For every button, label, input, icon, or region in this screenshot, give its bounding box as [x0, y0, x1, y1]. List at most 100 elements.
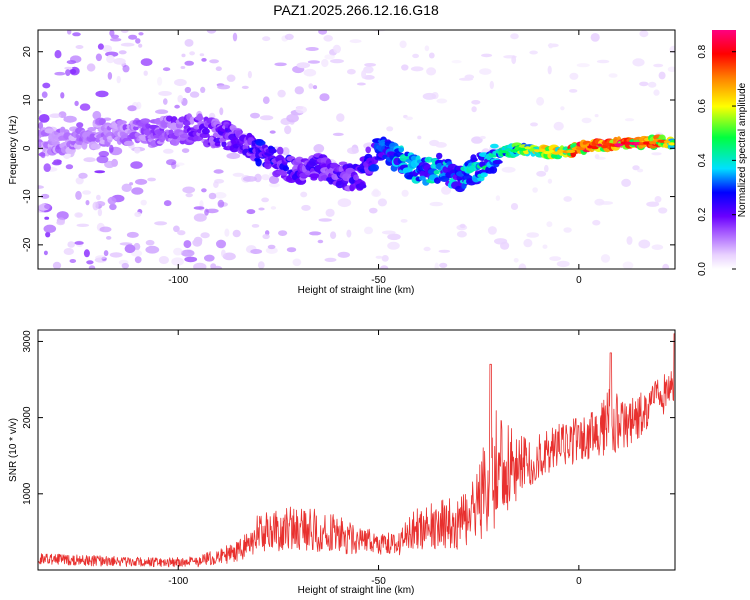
spectrogram-noise-cell — [387, 233, 401, 241]
spectrogram-noise-cell — [317, 239, 324, 244]
spectrogram-noise-cell — [436, 98, 448, 104]
spectrogram-noise-cell — [621, 178, 631, 187]
spectrogram-noise-cell — [199, 53, 205, 57]
spectrogram-noise-cell — [75, 45, 84, 49]
spectrogram-noise-cell — [145, 245, 160, 254]
spectrogram-noise-cell — [518, 263, 527, 269]
spectrogram-noise-cell — [321, 58, 329, 68]
snr-plot-area — [38, 330, 675, 570]
spectrogram-noise-cell — [56, 159, 62, 164]
spectrogram-noise-cell — [399, 40, 407, 49]
spectrogram-noise-cell — [553, 121, 564, 131]
spectrogram-noise-cell — [134, 147, 141, 154]
spectrogram-noise-cell — [174, 104, 180, 109]
spectrogram-noise-cell — [147, 177, 157, 182]
spectrogram-noise-cell — [219, 107, 224, 116]
snr-ticks: -100 -50 0 1000 2000 3000 — [22, 330, 675, 587]
spectrogram-ytick-label: 10 — [22, 94, 33, 106]
spectrogram-noise-cell — [259, 115, 274, 121]
spectrogram-noise-cell — [192, 238, 203, 247]
spectrogram-ridge-cell — [424, 156, 434, 163]
spectrogram-noise-cell — [269, 130, 276, 134]
spectrogram-noise-cell — [174, 78, 187, 87]
snr-frame — [37, 329, 676, 571]
spectrogram-noise-cell — [325, 208, 335, 217]
spectrogram-ridge-cell — [276, 146, 284, 155]
spectrogram-noise-cell — [277, 89, 286, 98]
spectrogram-noise-cell — [294, 86, 304, 95]
spectrogram-ridge-cell — [170, 137, 180, 146]
spectrogram-ridge-cell — [255, 158, 262, 167]
spectrogram-noise-cell — [154, 221, 168, 226]
spectrogram-noise-cell — [667, 66, 675, 73]
spectrogram-noise-cell — [173, 225, 180, 233]
spectrogram-ytick-label: -10 — [22, 189, 33, 204]
spectrogram-ridge-cell — [201, 128, 210, 135]
spectrogram-ridge-cell — [480, 172, 488, 178]
spectrogram-noise-cell — [547, 178, 553, 184]
spectrogram-noise-cell — [369, 207, 378, 214]
spectrogram-noise-cell — [75, 212, 83, 218]
spectrogram-noise-cell — [638, 239, 651, 249]
spectrogram-noise-cell — [38, 208, 45, 213]
spectrogram-noise-cell — [206, 30, 217, 34]
spectrogram-core-cell — [591, 146, 599, 150]
spectrogram-ridge-cell — [419, 175, 426, 181]
spectrogram-noise-cell — [121, 30, 129, 34]
spectrogram-noise-cell — [163, 148, 174, 154]
spectrogram-noise-cell — [128, 34, 138, 40]
spectrogram-noise-cell — [332, 132, 344, 136]
spectrogram-noise-cell — [451, 60, 462, 64]
spectrogram-noise-cell — [646, 201, 660, 207]
spectrogram-noise-cell — [124, 244, 136, 254]
spectrogram-noise-cell — [309, 231, 322, 236]
spectrogram-noise-cell — [549, 256, 562, 261]
spectrogram-noise-cell — [262, 96, 270, 104]
spectrogram-noise-cell — [213, 169, 224, 174]
spectrogram-noise-cell — [189, 51, 196, 56]
spectrogram-xtick-label: 0 — [576, 275, 582, 286]
spectrogram-noise-cell — [232, 172, 244, 177]
spectrogram-noise-cell — [426, 67, 437, 76]
spectrogram-noise-cell — [364, 226, 373, 235]
snr-xtick-label: 0 — [576, 576, 582, 587]
spectrogram-noise-cell — [424, 45, 430, 52]
spectrogram-ridge-cell — [89, 133, 96, 141]
spectrogram-noise-cell — [134, 256, 142, 264]
spectrogram-noise-cell — [526, 232, 539, 238]
spectrogram-noise-cell — [217, 84, 231, 90]
spectrogram-noise-cell — [44, 216, 50, 220]
spectrogram-noise-cell — [109, 203, 117, 211]
spectrogram-noise-cell — [261, 174, 270, 181]
spectrogram-noise-cell — [324, 257, 337, 262]
spectrogram-noise-cell — [569, 72, 579, 80]
spectrogram-frame — [37, 29, 676, 270]
spectrogram-noise-cell — [429, 201, 443, 207]
spectrogram-noise-cell — [257, 261, 265, 269]
spectrogram-noise-cell — [563, 196, 572, 202]
spectrogram-noise-cell — [226, 74, 236, 82]
spectrogram-noise-cell — [547, 65, 552, 75]
spectrogram-noise-cell — [140, 58, 153, 66]
spectrogram-noise-cell — [209, 59, 220, 64]
spectrogram-noise-cell — [624, 118, 635, 122]
spectrogram-noise-cell — [594, 198, 605, 206]
spectrogram-noise-cell — [347, 68, 356, 75]
spectrogram-noise-cell — [82, 190, 92, 195]
spectrogram-noise-cell — [214, 192, 227, 199]
spectrogram-noise-cell — [127, 105, 137, 112]
spectrogram-ridge-cell — [398, 147, 405, 153]
spectrogram-ridge-cell — [330, 162, 339, 168]
snr-ytick-label: 2000 — [22, 406, 33, 429]
spectrogram-noise-cell — [441, 186, 452, 195]
spectrogram-noise-cell — [590, 33, 600, 42]
spectrogram-noise-cell — [400, 219, 408, 223]
spectrogram-noise-cell — [107, 196, 117, 205]
spectrogram-noise-cell — [63, 248, 74, 255]
spectrogram-noise-cell — [217, 199, 225, 208]
spectrogram-noise-cell — [333, 44, 341, 54]
spectrogram-noise-cell — [563, 227, 572, 233]
spectrogram-noise-cell — [381, 230, 396, 235]
spectrogram-noise-cell — [532, 187, 538, 193]
spectrogram-noise-cell — [401, 64, 409, 71]
